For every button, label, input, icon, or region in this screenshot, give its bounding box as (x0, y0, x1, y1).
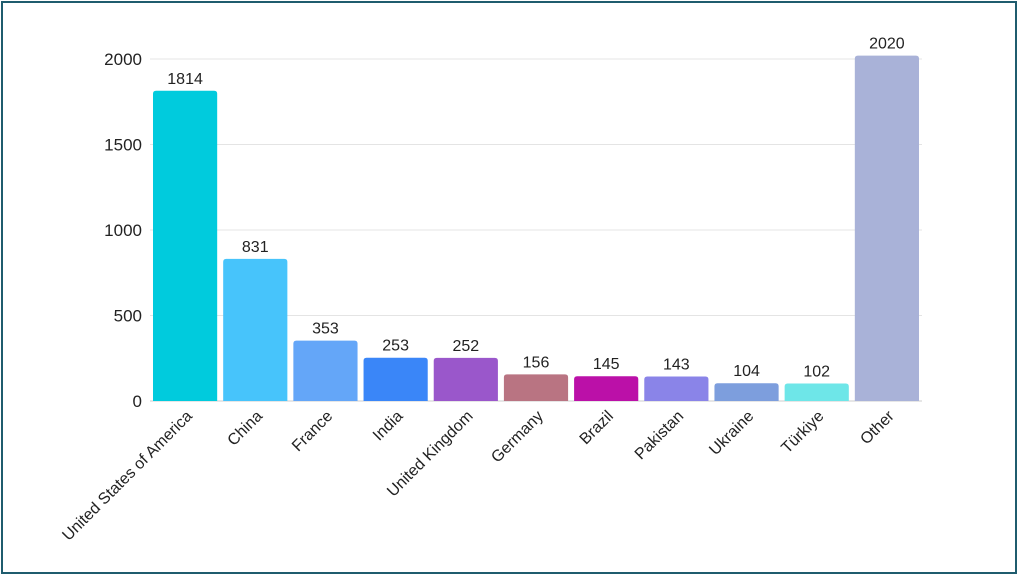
bars (153, 55, 919, 401)
bar (293, 340, 358, 401)
bar (854, 55, 919, 401)
data-label: 252 (452, 338, 479, 355)
x-tick-label: Ukraine (706, 408, 757, 459)
y-tick-label: 2000 (104, 50, 142, 69)
x-axis-labels: United States of America China France India… (59, 407, 898, 544)
data-label: 143 (663, 357, 690, 374)
data-labels: 1814 831 353 253 252 156 145 143 104 102 2020 (167, 36, 905, 381)
data-label: 102 (803, 364, 830, 381)
bar (503, 374, 569, 401)
x-tick-label: Other (857, 407, 898, 448)
y-tick-label: 0 (133, 392, 142, 411)
data-label: 1814 (167, 71, 203, 88)
data-label: 104 (733, 363, 760, 380)
x-tick-label: Türkiye (778, 408, 827, 457)
data-label: 156 (523, 354, 550, 371)
bar (574, 376, 639, 401)
x-tick-label: India (370, 408, 407, 445)
data-label: 2020 (869, 36, 905, 53)
x-tick-label: Germany (488, 408, 547, 467)
bar (784, 383, 849, 401)
data-label: 145 (593, 356, 620, 373)
x-tick-label: France (289, 408, 336, 455)
y-axis-ticks: 0 500 1000 1500 2000 (104, 50, 142, 411)
y-tick-label: 1000 (104, 221, 142, 240)
bar (714, 383, 779, 401)
bar (153, 90, 218, 401)
data-label: 253 (382, 338, 409, 355)
bar (433, 357, 498, 401)
x-tick-label: Pakistan (632, 408, 687, 463)
bar (363, 357, 428, 401)
y-tick-label: 500 (114, 307, 142, 326)
x-tick-label: United States of America (59, 408, 196, 545)
x-tick-label: Brazil (577, 408, 617, 448)
data-label: 353 (312, 321, 339, 338)
bar (223, 258, 288, 401)
bar (644, 376, 709, 401)
y-tick-label: 1500 (104, 136, 142, 155)
data-label: 831 (242, 239, 269, 256)
x-tick-label: China (225, 408, 267, 450)
